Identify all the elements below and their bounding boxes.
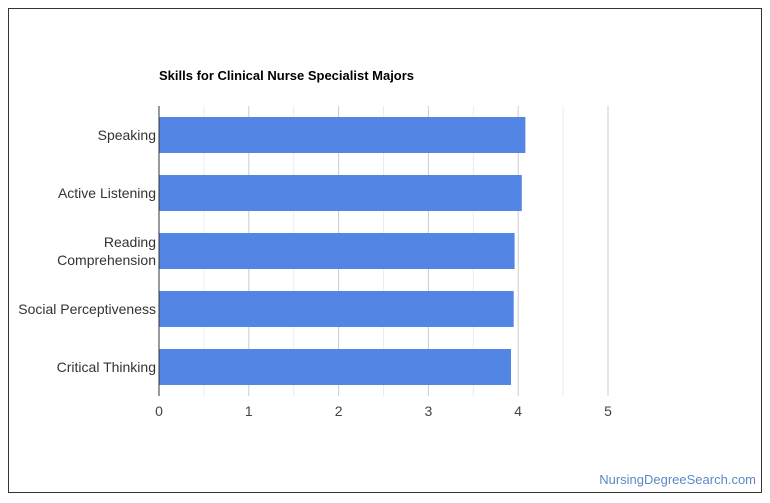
x-tick-label: 5 xyxy=(604,403,612,419)
x-tick-label: 0 xyxy=(155,403,163,419)
border xyxy=(8,8,762,493)
chart-title: Skills for Clinical Nurse Specialist Maj… xyxy=(159,68,414,83)
y-tick-label: Social Perceptiveness xyxy=(18,301,156,317)
x-tick-label: 3 xyxy=(425,403,433,419)
bar xyxy=(159,233,515,269)
x-tick-label: 4 xyxy=(514,403,522,419)
y-tick-label: Critical Thinking xyxy=(56,359,156,375)
x-tick-label: 2 xyxy=(335,403,343,419)
y-tick-label: Active Listening xyxy=(57,185,156,201)
bar xyxy=(159,291,514,327)
y-tick-label: Reading Comprehension xyxy=(57,234,156,268)
x-tick-label: 1 xyxy=(245,403,253,419)
bar xyxy=(159,349,512,385)
source-link[interactable]: NursingDegreeSearch.com xyxy=(599,472,756,487)
bar xyxy=(159,117,526,153)
bar xyxy=(159,175,522,211)
y-tick-label: Speaking xyxy=(97,127,156,143)
